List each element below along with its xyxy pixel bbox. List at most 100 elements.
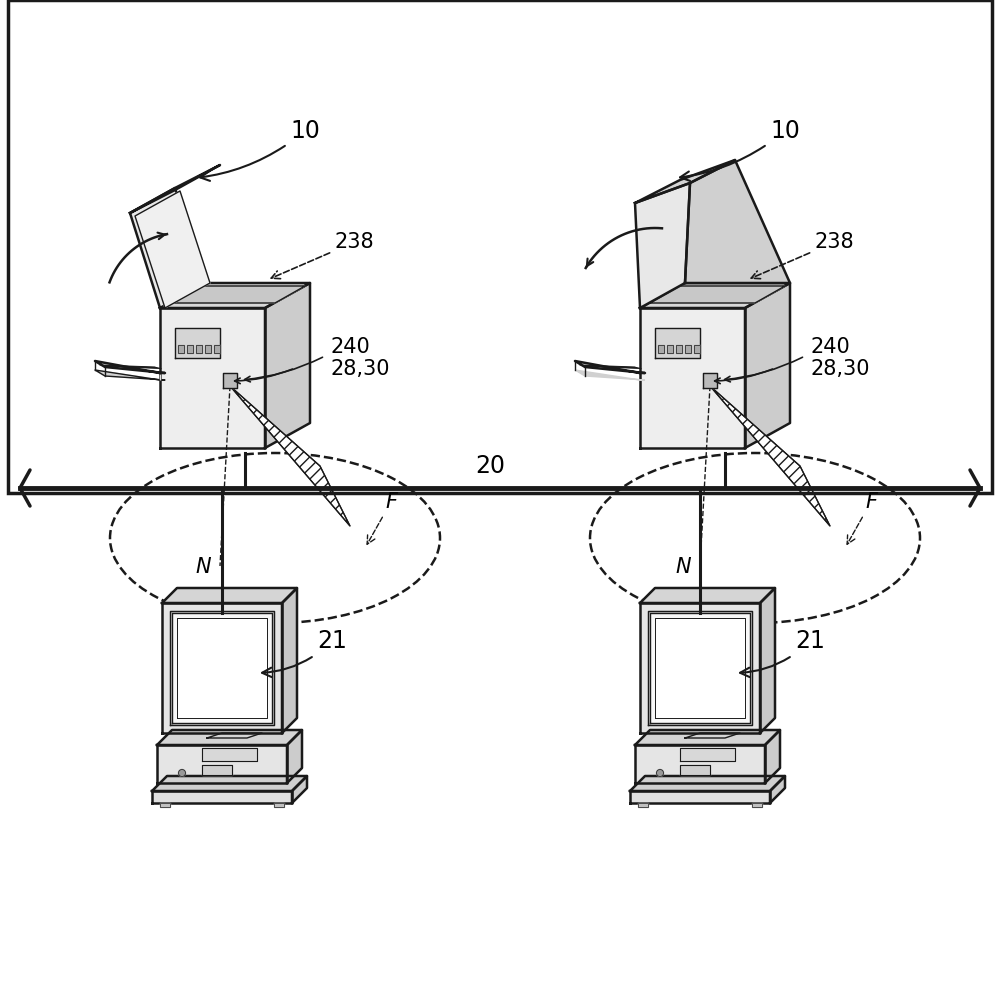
Bar <box>694 345 700 353</box>
Bar <box>274 803 284 807</box>
Text: N: N <box>675 557 691 577</box>
Bar <box>205 345 211 353</box>
Polygon shape <box>282 588 297 733</box>
Polygon shape <box>223 373 237 388</box>
Bar <box>178 345 184 353</box>
Polygon shape <box>650 286 785 303</box>
Bar <box>676 345 682 353</box>
Text: 20: 20 <box>475 454 505 478</box>
Polygon shape <box>170 286 305 303</box>
Polygon shape <box>175 328 220 358</box>
Bar <box>685 345 691 353</box>
Circle shape <box>656 770 664 777</box>
Polygon shape <box>640 588 775 603</box>
Text: 28,30: 28,30 <box>810 359 870 379</box>
Polygon shape <box>650 613 750 723</box>
Bar <box>8 0 992 493</box>
Bar <box>752 803 762 807</box>
Bar <box>658 345 664 353</box>
Polygon shape <box>230 386 350 526</box>
Polygon shape <box>703 373 717 388</box>
Text: 21: 21 <box>740 629 825 677</box>
Polygon shape <box>160 308 265 448</box>
Polygon shape <box>157 745 287 783</box>
Text: 28,30: 28,30 <box>330 359 390 379</box>
Bar <box>160 803 170 807</box>
Bar <box>196 345 202 353</box>
Polygon shape <box>575 370 645 380</box>
Text: 238: 238 <box>751 232 855 279</box>
Polygon shape <box>152 776 307 791</box>
Polygon shape <box>177 618 267 718</box>
Polygon shape <box>265 283 310 448</box>
Bar <box>160 803 170 807</box>
Polygon shape <box>287 730 302 783</box>
Polygon shape <box>640 308 745 448</box>
Polygon shape <box>770 776 785 803</box>
Text: 240: 240 <box>810 337 850 357</box>
Bar <box>752 803 762 807</box>
Polygon shape <box>680 748 735 761</box>
Polygon shape <box>648 611 752 725</box>
Polygon shape <box>575 361 645 373</box>
Bar <box>667 345 673 353</box>
Polygon shape <box>157 730 302 745</box>
Polygon shape <box>130 165 220 213</box>
Bar <box>196 345 202 353</box>
Polygon shape <box>207 733 262 738</box>
Polygon shape <box>202 765 232 775</box>
Polygon shape <box>630 791 770 803</box>
Text: F: F <box>847 492 877 544</box>
Polygon shape <box>135 191 210 308</box>
Polygon shape <box>685 733 740 738</box>
Bar <box>205 345 211 353</box>
Polygon shape <box>760 588 775 733</box>
Polygon shape <box>292 776 307 803</box>
Bar <box>658 345 664 353</box>
Polygon shape <box>710 386 830 526</box>
Polygon shape <box>202 748 257 761</box>
Text: N: N <box>195 557 211 577</box>
Polygon shape <box>630 776 785 791</box>
Bar <box>178 345 184 353</box>
Polygon shape <box>635 160 735 203</box>
Bar <box>187 345 193 353</box>
Bar <box>638 803 648 807</box>
Polygon shape <box>635 730 780 745</box>
Bar <box>638 803 648 807</box>
Polygon shape <box>95 361 165 373</box>
Bar <box>274 803 284 807</box>
Polygon shape <box>680 765 710 775</box>
Polygon shape <box>655 618 745 718</box>
Polygon shape <box>152 791 292 803</box>
Polygon shape <box>95 370 165 380</box>
Text: 238: 238 <box>271 232 375 279</box>
Text: 21: 21 <box>262 629 347 677</box>
Polygon shape <box>640 283 790 308</box>
Text: F: F <box>367 492 397 544</box>
Bar <box>685 345 691 353</box>
Polygon shape <box>745 283 790 448</box>
Polygon shape <box>172 613 272 723</box>
Text: 10: 10 <box>680 119 800 181</box>
Polygon shape <box>162 603 282 733</box>
Polygon shape <box>130 188 205 308</box>
Polygon shape <box>170 611 274 725</box>
Bar <box>187 345 193 353</box>
Polygon shape <box>635 183 690 308</box>
Polygon shape <box>635 745 765 783</box>
Text: 240: 240 <box>330 337 370 357</box>
Polygon shape <box>685 160 790 283</box>
Bar <box>676 345 682 353</box>
Polygon shape <box>160 283 310 308</box>
Bar <box>214 345 220 353</box>
Polygon shape <box>655 328 700 358</box>
Bar <box>214 345 220 353</box>
Text: 10: 10 <box>200 119 320 181</box>
Polygon shape <box>640 603 760 733</box>
Bar <box>667 345 673 353</box>
Polygon shape <box>765 730 780 783</box>
Bar <box>694 345 700 353</box>
Circle shape <box>178 770 186 777</box>
Polygon shape <box>162 588 297 603</box>
